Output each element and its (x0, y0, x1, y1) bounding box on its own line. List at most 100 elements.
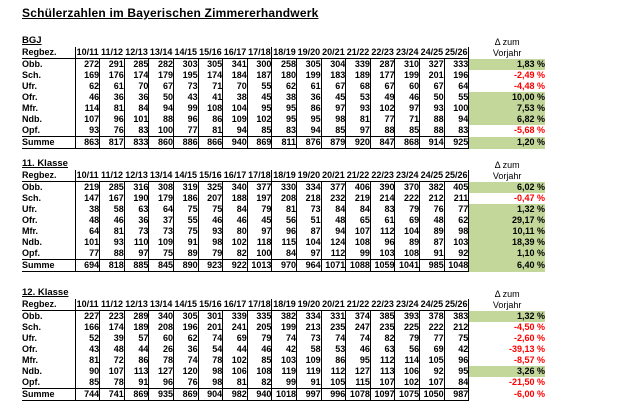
delta-column-header: Δ zum Vorjahr (469, 289, 545, 311)
total-row: Summe 694 818 885 845 890 923 922 1013 970 964 1071… (22, 259, 545, 272)
value-cell: 95 (444, 366, 470, 377)
value-cell: 46 (345, 344, 371, 355)
value-cell: 97 (296, 248, 322, 260)
value-cell: 112 (321, 366, 347, 377)
delta-header-line1: Δ zum (494, 159, 520, 170)
value-cell: 96 (271, 226, 298, 237)
value-cell: 107 (75, 114, 101, 125)
year-column-header: 16/17 (222, 47, 248, 59)
value-cell: 184 (222, 70, 248, 81)
klasse-11-table: Regbez. 10/11 11/12 12/13 13/14 14/15 15/16 16/… (22, 160, 545, 272)
delta-cell: 6,82 % (468, 114, 545, 125)
value-cell: 95 (296, 114, 322, 125)
value-cell: 744 (75, 388, 101, 401)
value-cell: 331 (321, 310, 347, 322)
value-cell: 1059 (370, 259, 396, 272)
value-cell: 383 (444, 310, 470, 322)
value-cell: 46 (75, 92, 101, 103)
value-cell: 923 (198, 259, 224, 272)
value-cell: 67 (321, 81, 347, 92)
value-cell: 305 (173, 310, 199, 322)
value-cell: 1097 (370, 388, 396, 401)
value-cell: 46 (247, 344, 273, 355)
value-cell: 334 (296, 310, 322, 322)
value-cell: 115 (345, 377, 371, 389)
value-cell: 393 (394, 310, 421, 322)
value-cell: 119 (271, 366, 298, 377)
value-cell: 212 (419, 193, 445, 204)
year-column-header: 24/25 (419, 47, 445, 59)
value-cell: 86 (124, 355, 150, 366)
value-cell: 63 (124, 204, 150, 215)
value-cell: 76 (173, 377, 199, 389)
value-cell: 211 (444, 193, 470, 204)
value-cell: 50 (148, 92, 174, 103)
value-cell: 77 (75, 248, 101, 260)
value-cell: 694 (75, 259, 101, 272)
value-cell: 102 (394, 377, 421, 389)
value-cell: 93 (75, 125, 101, 137)
value-cell: 105 (419, 355, 445, 366)
year-column-header: 22/23 (370, 299, 395, 311)
data-row: Ndb. 107 96 101 88 96 86 109 102 95 95 98 81 77 71 88 94… (22, 114, 545, 125)
value-cell: 45 (321, 92, 347, 103)
value-cell: 79 (394, 204, 421, 215)
value-cell: 74 (345, 333, 371, 344)
value-cell: 222 (394, 193, 421, 204)
value-cell: 866 (198, 136, 224, 149)
value-cell: 108 (198, 103, 224, 114)
table-label-klasse-11: 11. Klasse (22, 158, 68, 169)
value-cell: 75 (444, 333, 470, 344)
data-row: Mfr. 114 81 84 94 99 108 104 95 95 86 97 93 102 97 93 10… (22, 103, 545, 114)
value-cell: 197 (247, 193, 273, 204)
value-cell: 62 (271, 81, 298, 92)
value-cell: 61 (370, 215, 396, 226)
year-column-header: 11/12 (99, 47, 125, 59)
value-cell: 101 (124, 114, 150, 125)
value-cell: 201 (419, 70, 445, 81)
value-cell: 382 (271, 310, 298, 322)
value-cell: 219 (345, 193, 371, 204)
delta-cell: 6,02 % (468, 181, 545, 193)
value-cell: 82 (222, 248, 248, 260)
value-cell: 114 (75, 103, 101, 114)
value-cell: 95 (247, 103, 273, 114)
data-row: Opf. 77 88 97 75 89 79 82 100 84 97 112 99 103 108 91 92… (22, 248, 545, 260)
value-cell: 73 (124, 226, 150, 237)
value-cell: 97 (345, 125, 371, 137)
value-cell: 76 (99, 125, 125, 137)
value-cell: 100 (444, 103, 470, 114)
value-cell: 72 (99, 355, 125, 366)
value-cell: 70 (222, 81, 248, 92)
value-cell: 51 (296, 215, 322, 226)
year-column-header: 25/26 (444, 47, 470, 59)
value-cell: 42 (444, 344, 470, 355)
region-column-header: Regbez. (22, 299, 76, 311)
value-cell: 886 (173, 136, 199, 149)
value-cell: 93 (198, 226, 224, 237)
value-cell: 86 (296, 103, 322, 114)
value-cell: 84 (345, 204, 371, 215)
value-cell: 100 (247, 248, 273, 260)
value-cell: 207 (198, 193, 224, 204)
value-cell: 79 (247, 333, 273, 344)
delta-cell: 1,20 % (468, 136, 545, 149)
value-cell: 817 (99, 136, 125, 149)
value-cell: 218 (296, 193, 322, 204)
value-cell: 89 (419, 226, 445, 237)
value-cell: 36 (124, 215, 150, 226)
value-cell: 114 (394, 355, 421, 366)
value-cell: 305 (198, 58, 224, 70)
region-label: Ufr. (22, 204, 76, 215)
value-cell: 112 (370, 355, 396, 366)
value-cell: 48 (99, 344, 125, 355)
bgj-table: Regbez. 10/11 11/12 12/13 13/14 14/15 15/16 16/… (22, 37, 545, 149)
value-cell: 1078 (345, 388, 371, 401)
value-cell: 57 (124, 333, 150, 344)
value-cell: 77 (419, 333, 445, 344)
region-label: Ndb. (22, 114, 76, 125)
value-cell: 92 (444, 248, 470, 260)
value-cell: 96 (148, 377, 174, 389)
value-cell: 102 (247, 114, 273, 125)
value-cell: 91 (124, 377, 150, 389)
